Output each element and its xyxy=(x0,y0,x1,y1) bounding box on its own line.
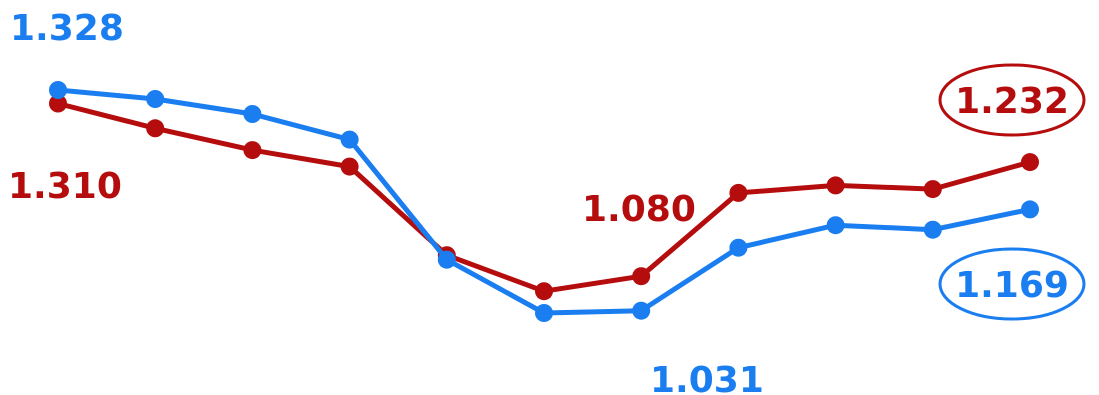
data-point-blue-2 xyxy=(146,90,165,108)
red-end-label: 1.232 xyxy=(955,81,1069,122)
data-point-red-7 xyxy=(632,267,651,286)
data-point-blue-10 xyxy=(923,220,942,239)
blue-start-label: 1.328 xyxy=(10,8,124,49)
data-point-blue-4 xyxy=(340,130,359,149)
data-point-blue-1 xyxy=(49,81,67,99)
data-point-red-4 xyxy=(340,157,359,176)
series-line-red xyxy=(57,101,1031,294)
blue-end-value-circle xyxy=(938,247,1086,321)
red-start-label: 1.310 xyxy=(8,166,122,207)
data-point-blue-8 xyxy=(729,238,748,257)
red-end-value-circle xyxy=(938,63,1086,137)
data-point-red-2 xyxy=(146,119,165,138)
red-mid-label: 1.080 xyxy=(582,189,696,230)
blue-end-label: 1.169 xyxy=(955,265,1069,306)
data-point-blue-9 xyxy=(826,216,845,235)
series-layer xyxy=(49,81,1039,322)
data-point-red-1 xyxy=(49,94,67,113)
series-line-blue xyxy=(57,87,1031,316)
series-red xyxy=(49,94,1039,301)
data-point-red-3 xyxy=(243,141,262,160)
data-point-red-8 xyxy=(729,183,748,202)
data-point-blue-7 xyxy=(632,301,651,320)
data-point-blue-3 xyxy=(243,105,262,123)
data-point-red-6 xyxy=(535,282,553,301)
data-point-red-9 xyxy=(826,176,845,195)
series-blue xyxy=(49,81,1039,322)
blue-mid-label: 1.031 xyxy=(650,360,764,395)
data-point-blue-6 xyxy=(535,304,553,322)
data-point-red-11 xyxy=(1021,153,1039,172)
data-point-red-10 xyxy=(923,180,942,199)
data-point-blue-5 xyxy=(437,250,456,269)
data-point-blue-11 xyxy=(1021,200,1039,219)
